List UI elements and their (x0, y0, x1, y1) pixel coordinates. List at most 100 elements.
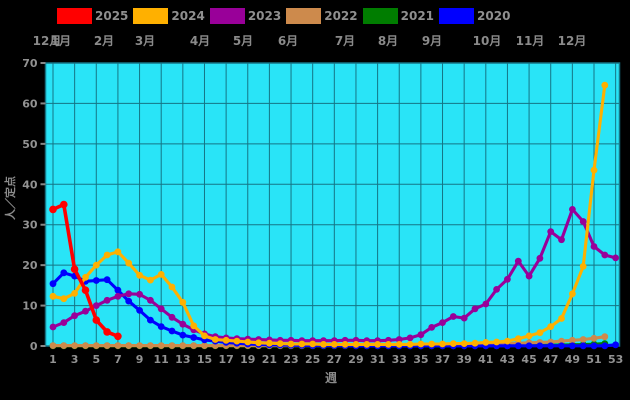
series-point-2020 (504, 342, 511, 350)
series-point-2023 (449, 313, 457, 320)
month-label: 11月 (515, 34, 545, 48)
series-point-2024 (428, 340, 436, 348)
legend-label: 2024 (171, 9, 205, 23)
x-tick-label: 5 (92, 353, 100, 366)
series-point-2023 (71, 312, 78, 320)
series-point-2022 (201, 342, 208, 349)
series-point-2023 (168, 313, 176, 321)
series-point-2023 (579, 218, 587, 225)
legend-label: 2022 (324, 9, 358, 23)
series-point-2024 (504, 337, 511, 345)
month-label: 4月 (189, 34, 211, 48)
x-tick-label: 33 (392, 353, 407, 366)
x-tick-label: 35 (413, 353, 428, 366)
series-point-2024 (482, 339, 490, 346)
series-point-2025 (60, 200, 68, 209)
series-point-2024 (547, 323, 555, 330)
series-point-2024 (320, 341, 327, 348)
month-label: 10月 (472, 34, 502, 48)
series-point-2023 (157, 305, 165, 313)
series-point-2024 (352, 341, 360, 348)
series-point-2024 (168, 283, 176, 291)
series-point-2022 (114, 342, 122, 349)
x-tick-label: 43 (500, 353, 515, 366)
x-tick-label: 11 (154, 353, 169, 366)
series-point-2024 (460, 340, 468, 347)
series-point-2023 (471, 305, 479, 313)
series-point-2024 (449, 340, 457, 347)
series-point-2023 (82, 307, 89, 315)
series-point-2020 (92, 277, 100, 284)
series-point-2023 (114, 292, 122, 300)
legend-item-2024: 2024 (133, 8, 205, 24)
series-point-2024 (525, 332, 533, 340)
series-point-2020 (136, 307, 144, 314)
x-tick-label: 1 (49, 353, 57, 366)
legend-swatch-2024 (133, 8, 169, 24)
x-tick-label: 17 (218, 353, 233, 366)
x-tick-label: 47 (543, 353, 558, 366)
series-point-2020 (60, 269, 68, 277)
series-point-2022 (136, 342, 144, 349)
series-point-2020 (525, 342, 533, 350)
series-point-2022 (558, 337, 565, 345)
legend-swatch-2023 (209, 8, 245, 24)
series-point-2022 (103, 342, 111, 349)
series-point-2024 (157, 271, 165, 278)
y-axis-title: 人／定点 (4, 176, 17, 220)
x-tick-label: 29 (348, 353, 363, 366)
month-label: 6月 (277, 34, 299, 48)
x-tick-label: 27 (327, 353, 342, 366)
series-point-2022 (601, 333, 609, 341)
month-label: 3月 (134, 34, 156, 48)
legend-item-2025: 2025 (57, 8, 128, 24)
series-point-2024 (266, 339, 273, 347)
series-point-2024 (244, 338, 252, 346)
series-point-2020 (579, 342, 587, 350)
series-point-2025 (92, 316, 101, 324)
series-point-2020 (147, 316, 154, 324)
x-tick-label: 7 (114, 353, 122, 366)
series-point-2024 (298, 340, 306, 348)
month-label: 9月 (421, 34, 443, 48)
series-point-2024 (385, 341, 392, 348)
series-point-2024 (255, 339, 262, 347)
series-point-2023 (406, 334, 414, 342)
month-label: 8月 (377, 34, 399, 48)
y-tick-label: 10 (22, 300, 38, 313)
series-point-2022 (60, 342, 68, 349)
plot-background (45, 63, 620, 346)
series-point-2025 (81, 286, 90, 295)
series-point-2024 (49, 292, 57, 300)
x-tick-label: 25 (305, 353, 320, 366)
series-point-2022 (147, 342, 154, 349)
x-tick-label: 51 (586, 353, 601, 366)
series-point-2024 (406, 341, 414, 348)
series-point-2024 (125, 259, 133, 267)
series-point-2022 (71, 342, 78, 349)
y-tick-label: 70 (22, 57, 38, 70)
series-point-2023 (590, 243, 598, 250)
series-point-2023 (49, 323, 57, 331)
series-point-2020 (125, 297, 133, 305)
series-point-2023 (601, 251, 609, 259)
series-point-2023 (439, 319, 446, 326)
series-point-2022 (92, 342, 100, 349)
series-point-2024 (276, 340, 284, 347)
y-tick-label: 30 (22, 219, 38, 232)
series-point-2020 (569, 342, 576, 350)
series-point-2024 (222, 336, 230, 344)
series-point-2023 (179, 320, 187, 328)
series-point-2020 (558, 342, 565, 350)
legend-label: 2020 (477, 9, 511, 23)
series-point-2022 (125, 342, 133, 349)
series-point-2023 (493, 286, 500, 293)
series-point-2024 (493, 338, 500, 346)
series-point-2024 (569, 290, 576, 298)
series-point-2022 (190, 342, 198, 349)
y-tick-label: 20 (22, 259, 38, 272)
series-point-2020 (536, 342, 544, 350)
series-point-2023 (514, 257, 522, 265)
series-point-2020 (103, 276, 111, 284)
